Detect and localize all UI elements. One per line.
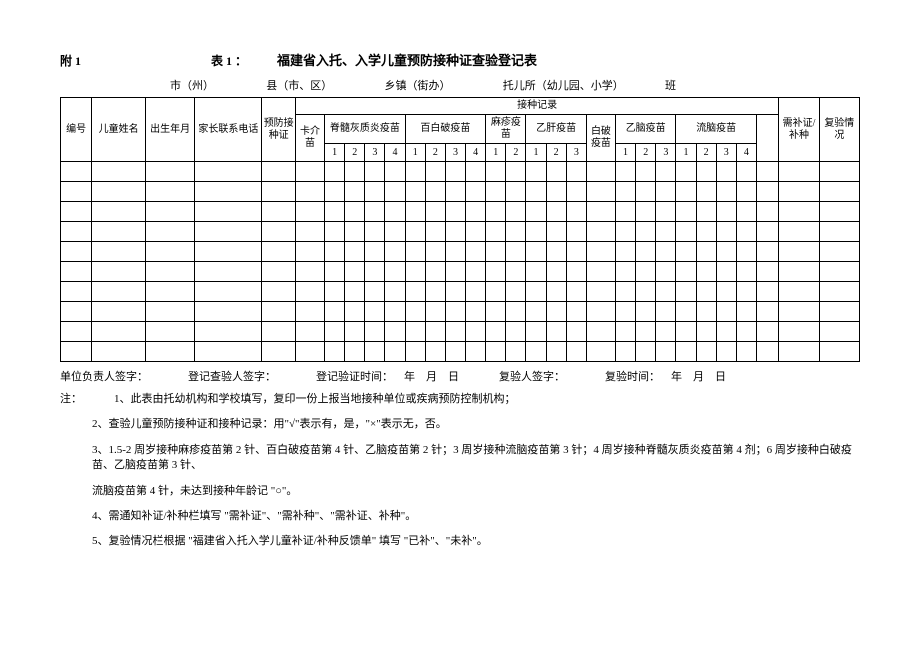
- loc-class: 班: [665, 80, 676, 92]
- dose-header: 3: [445, 144, 465, 162]
- table-row: [61, 282, 860, 302]
- col-need: 需补证/补种: [779, 98, 819, 162]
- dose-header: 1: [325, 144, 345, 162]
- table-row: [61, 202, 860, 222]
- col-bcg: 卡介苗: [295, 115, 324, 162]
- sig-reviewer: 复验人签字：: [499, 368, 565, 384]
- dose-header: 4: [466, 144, 486, 162]
- dose-header: 1: [486, 144, 506, 162]
- note-3a: 3、1.5-2 周岁接种麻疹疫苗第 2 针、百白破疫苗第 4 针、乙脑疫苗第 2…: [60, 443, 860, 474]
- col-cert: 预防接种证: [262, 98, 296, 162]
- col-no: 编号: [61, 98, 92, 162]
- note-3b: 流脑疫苗第 4 针，未达到接种年龄记 "○"。: [60, 484, 860, 499]
- title-row: 附 1 表 1 ： 福建省入托、入学儿童预防接种证查验登记表: [60, 50, 860, 69]
- table-row: [61, 322, 860, 342]
- note-5: 5、复验情况栏根据 "福建省入托入学儿童补证/补种反馈单" 填写 "已补"、"未…: [60, 534, 860, 549]
- table-row: [61, 162, 860, 182]
- table-row: [61, 262, 860, 282]
- dose-header: 2: [546, 144, 566, 162]
- table-row: [61, 222, 860, 242]
- dose-header: 4: [385, 144, 405, 162]
- sig-reviewtime: 复验时间： 年 月 日: [605, 368, 726, 384]
- table-row: [61, 182, 860, 202]
- notes: 注：1、此表由托幼机构和学校填写，复印一份上报当地接种单位或疾病预防控制机构； …: [60, 392, 860, 550]
- col-ecm: 流脑疫苗: [676, 115, 757, 144]
- col-phone: 家长联系电话: [195, 98, 262, 162]
- attach-label: 附 1: [60, 52, 81, 69]
- col-name: 儿童姓名: [92, 98, 146, 162]
- col-birth: 出生年月: [146, 98, 195, 162]
- col-recheck: 复验情况: [819, 98, 859, 162]
- loc-city: 市（州）: [170, 80, 264, 92]
- dose-header: 3: [716, 144, 736, 162]
- loc-town: 乡镇（街办）: [385, 80, 501, 92]
- signature-row: 单位负责人签字： 登记查验人签字： 登记验证时间： 年 月 日 复验人签字： 复…: [60, 368, 860, 384]
- dose-header: 1: [676, 144, 696, 162]
- dose-header: 2: [696, 144, 716, 162]
- loc-county: 县（市、区）: [266, 80, 382, 92]
- table-row: [61, 242, 860, 262]
- main-title: 福建省入托、入学儿童预防接种证查验登记表: [277, 50, 537, 69]
- col-hepb: 乙肝疫苗: [526, 115, 586, 144]
- col-je: 乙脑疫苗: [615, 115, 675, 144]
- dose-header: 1: [405, 144, 425, 162]
- table-row: [61, 302, 860, 322]
- col-measles: 麻疹疫苗: [486, 115, 526, 144]
- sig-checktime: 登记验证时间： 年 月 日: [316, 368, 459, 384]
- note-2: 2、查验儿童预防接种证和接种记录：用"√"表示有，是，"×"表示无，否。: [60, 417, 860, 432]
- location-row: 市（州） 县（市、区） 乡镇（街办） 托儿所（幼儿园、小学） 班: [60, 77, 860, 93]
- sig-unit: 单位负责人签字：: [60, 368, 148, 384]
- dose-header: 2: [506, 144, 526, 162]
- vaccination-table: 编号 儿童姓名 出生年月 家长联系电话 预防接种证 接种记录 需补证/补种 复验…: [60, 97, 860, 362]
- col-records: 接种记录: [295, 98, 778, 115]
- dose-header: 1: [526, 144, 546, 162]
- note-1: 注：1、此表由托幼机构和学校填写，复印一份上报当地接种单位或疾病预防控制机构；: [60, 392, 860, 407]
- loc-nursery: 托儿所（幼儿园、小学）: [503, 80, 663, 92]
- dose-header: 3: [566, 144, 586, 162]
- sig-checker: 登记查验人签字：: [188, 368, 276, 384]
- dose-header: 2: [425, 144, 445, 162]
- col-dt: 白破疫苗: [586, 115, 615, 162]
- note-4: 4、需通知补证/补种栏填写 "需补证"、"需补种"、"需补证、补种"。: [60, 509, 860, 524]
- col-polio: 脊髓灰质炎疫苗: [325, 115, 406, 144]
- table-number: 表 1 ：: [211, 52, 247, 69]
- dose-header: 3: [656, 144, 676, 162]
- dose-header: 4: [736, 144, 756, 162]
- dose-header: 2: [636, 144, 656, 162]
- dose-header: 1: [615, 144, 635, 162]
- dose-header: 2: [345, 144, 365, 162]
- table-row: [61, 342, 860, 362]
- dose-header: 3: [365, 144, 385, 162]
- col-dpt: 百白破疫苗: [405, 115, 486, 144]
